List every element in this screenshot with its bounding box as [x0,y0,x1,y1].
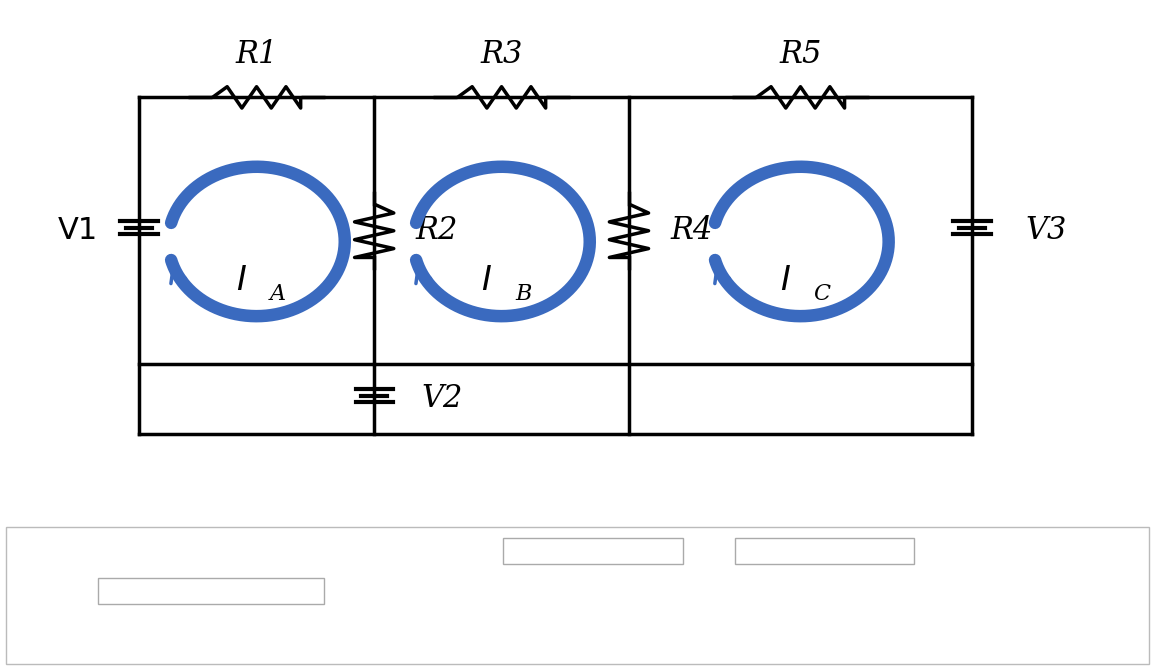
Text: $\mathbf{Volts}$,V2=$\mathbf{4}$ $\mathbf{Volts}$,and V3=$\mathbf{11}$ $\mathbf{: $\mathbf{Volts}$,V2=$\mathbf{4}$ $\mathb… [17,618,319,636]
Text: R3: R3 [480,39,523,69]
Text: R4: R4 [670,215,713,246]
Text: A, and IC=: A, and IC= [17,583,103,598]
Text: R2: R2 [415,215,458,246]
Text: A: A [270,283,286,305]
Text: V3: V3 [1026,215,1067,246]
Text: B: B [515,283,531,305]
Text: R5: R5 [780,39,821,69]
Text: Note: Input your answers in Amperes.: Note: Input your answers in Amperes. [17,645,295,660]
Text: $I$: $I$ [236,265,248,297]
Text: A,IB=: A,IB= [691,543,736,558]
Text: C: C [813,283,831,305]
Text: $I$: $I$ [481,265,493,297]
Text: A, if R1=$\mathbf{22}$ $\mathbf{Ohms}$,R2=$\mathbf{10}$ $\mathbf{Ohms}$,R3=$\mat: A, if R1=$\mathbf{22}$ $\mathbf{Ohms}$,R… [330,582,993,599]
Text: Calcuate the values of the indicated mesh currents IA=: Calcuate the values of the indicated mes… [17,543,464,558]
Text: R1: R1 [235,39,278,69]
Text: V2: V2 [421,384,463,414]
Text: V1: V1 [58,216,98,245]
Text: $I$: $I$ [780,265,791,297]
